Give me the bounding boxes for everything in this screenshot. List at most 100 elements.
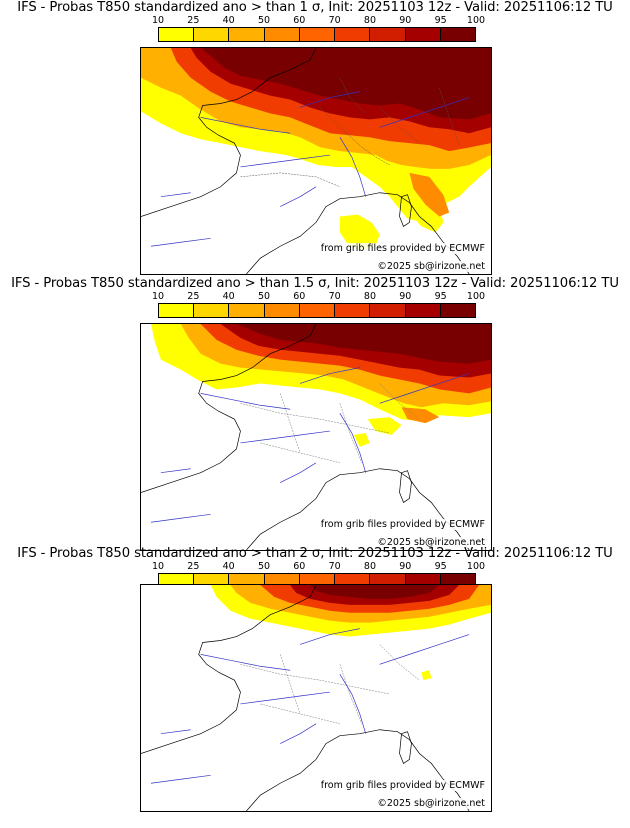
forecast-panel-2: IFS - Probas T850 standardized ano > tha… — [0, 276, 630, 552]
probability-map: from grib files provided by ECMWF ©2025 … — [140, 584, 492, 812]
colorbar-tick: 40 — [222, 15, 235, 26]
prob-area-10b — [339, 214, 380, 251]
colorbar-swatch — [194, 574, 230, 587]
colorbar-ticks: 10 25 40 50 60 70 80 90 95 100 — [152, 15, 485, 26]
colorbar-swatch — [229, 574, 265, 587]
colorbar-tick: 60 — [293, 561, 306, 572]
prob-area-10c — [353, 433, 370, 447]
colorbar-tick: 10 — [151, 291, 165, 302]
borders — [240, 383, 420, 464]
prob-area-40b — [401, 407, 440, 424]
forecast-panel-1: IFS - Probas T850 standardized ano > tha… — [0, 0, 630, 276]
colorbar-swatch — [264, 304, 300, 317]
panel-title: IFS - Probas T850 standardized ano > tha… — [17, 0, 613, 15]
prob-area-10b — [367, 417, 402, 436]
colorbar-tick: 40 — [222, 561, 235, 572]
colorbar-tick: 10 — [151, 561, 165, 572]
colorbar-tick: 25 — [187, 15, 200, 26]
colorbar-tick: 10 — [151, 15, 165, 26]
coastline-med — [246, 192, 470, 274]
colorbar-swatch — [264, 28, 300, 41]
colorbar-swatch — [440, 574, 475, 587]
colorbar-tick: 95 — [434, 291, 447, 302]
colorbar-swatch — [229, 28, 265, 41]
colorbar-swatch — [159, 574, 195, 587]
colorbar-tick: 25 — [187, 561, 200, 572]
probability-map: from grib files provided by ECMWF ©2025 … — [140, 47, 492, 275]
colorbar-swatch — [264, 574, 300, 587]
colorbar-swatch — [405, 574, 441, 587]
panel-title: IFS - Probas T850 standardized ano > tha… — [17, 546, 613, 561]
colorbar-swatch — [405, 28, 441, 41]
colorbar-tick: 100 — [466, 15, 486, 26]
coastline — [141, 48, 317, 217]
prob-area-95 — [200, 48, 491, 120]
coastline-med — [246, 729, 470, 811]
colorbar — [158, 27, 476, 42]
map-graphic — [141, 585, 491, 811]
colorbar-swatch — [405, 304, 441, 317]
forecast-panel-3: IFS - Probas T850 standardized ano > tha… — [0, 546, 630, 822]
colorbar-swatch — [440, 28, 475, 41]
panel-title: IFS - Probas T850 standardized ano > tha… — [11, 276, 619, 291]
colorbar-tick: 50 — [257, 561, 271, 572]
borders — [240, 77, 460, 188]
colorbar-swatch — [299, 304, 336, 317]
colorbar-tick: 100 — [466, 561, 486, 572]
prob-area-95 — [310, 585, 440, 599]
prob-area-10c — [379, 172, 444, 233]
colorbar-tick: 70 — [328, 15, 341, 26]
colorbar-tick: 90 — [399, 15, 412, 26]
corsica — [399, 194, 412, 227]
colorbar-swatch — [335, 574, 371, 587]
colorbar-swatch — [159, 304, 195, 317]
colorbar-swatch — [370, 304, 406, 317]
corsica — [399, 470, 412, 503]
colorbar-tick: 70 — [328, 561, 341, 572]
colorbar-tick: 95 — [434, 561, 447, 572]
colorbar-tick: 70 — [328, 291, 341, 302]
coastline-med — [246, 468, 470, 550]
colorbar-swatch — [370, 28, 406, 41]
source-credit: from grib files provided by ECMWF — [318, 243, 487, 254]
prob-area-40b — [409, 172, 450, 217]
colorbar-tick: 90 — [399, 291, 412, 302]
colorbar-tick: 95 — [434, 15, 447, 26]
colorbar-swatch — [335, 28, 371, 41]
coastline — [141, 324, 317, 493]
colorbar-tick: 50 — [257, 291, 271, 302]
prob-area-95 — [236, 324, 491, 364]
copyright: ©2025 sb@irizone.net — [375, 261, 487, 272]
colorbar-swatch — [159, 28, 195, 41]
colorbar — [158, 303, 476, 318]
colorbar-tick: 40 — [222, 291, 235, 302]
colorbar-tick: 80 — [363, 291, 377, 302]
colorbar-swatch — [229, 304, 265, 317]
colorbar-swatch — [299, 28, 336, 41]
colorbar-ticks: 10 25 40 50 60 70 80 90 95 100 — [152, 561, 485, 572]
copyright: ©2025 sb@irizone.net — [375, 537, 487, 548]
colorbar-tick: 25 — [187, 291, 200, 302]
copyright: ©2025 sb@irizone.net — [375, 798, 487, 809]
colorbar-swatch — [194, 304, 230, 317]
corsica — [399, 731, 412, 764]
colorbar-tick: 80 — [363, 15, 377, 26]
colorbar-swatch — [299, 574, 336, 587]
probability-map: from grib files provided by ECMWF ©2025 … — [140, 323, 492, 551]
colorbar-tick: 90 — [399, 561, 412, 572]
coastline — [141, 585, 317, 754]
colorbar-swatch — [440, 304, 475, 317]
prob-area-10b — [421, 670, 432, 681]
colorbar-ticks: 10 25 40 50 60 70 80 90 95 100 — [152, 291, 485, 302]
colorbar-tick: 60 — [293, 291, 306, 302]
map-graphic — [141, 324, 491, 550]
source-credit: from grib files provided by ECMWF — [318, 519, 487, 530]
source-credit: from grib files provided by ECMWF — [318, 780, 487, 791]
colorbar-tick: 100 — [466, 291, 486, 302]
colorbar-swatch — [335, 304, 371, 317]
borders — [240, 644, 420, 725]
rivers — [150, 91, 470, 247]
colorbar-tick: 80 — [363, 561, 377, 572]
rivers — [150, 628, 470, 784]
map-graphic — [141, 48, 491, 274]
